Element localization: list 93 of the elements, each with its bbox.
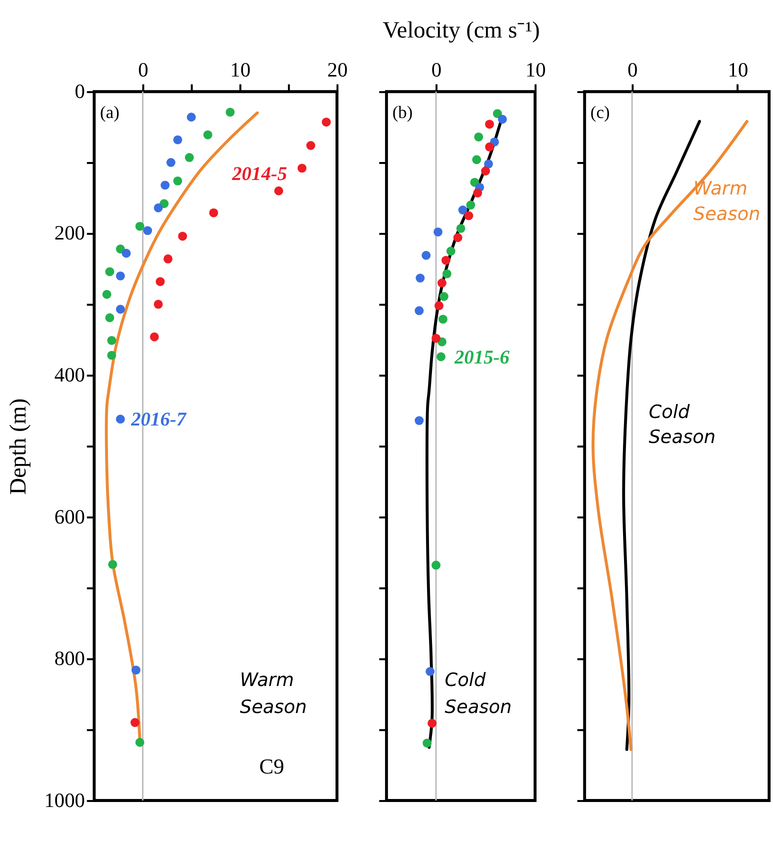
- point: [473, 188, 482, 198]
- point: [173, 176, 182, 186]
- series-label: Cold Season: [648, 402, 716, 448]
- y-tick-label: 200: [54, 222, 85, 245]
- point: [116, 414, 125, 424]
- point: [437, 278, 446, 288]
- point: [441, 256, 450, 265]
- point: [472, 155, 482, 164]
- point: [414, 306, 424, 316]
- point: [154, 300, 163, 309]
- point: [107, 350, 116, 360]
- point: [432, 560, 441, 570]
- point: [456, 224, 466, 233]
- point: [466, 200, 476, 210]
- point: [436, 352, 446, 362]
- point: [203, 130, 212, 140]
- point: [226, 108, 235, 117]
- point: [428, 718, 437, 728]
- annotation: C9: [259, 754, 284, 778]
- x-tick-label: 0: [431, 60, 442, 82]
- series-label: 2015-6: [453, 348, 510, 369]
- point: [434, 228, 442, 236]
- point: [322, 118, 331, 127]
- series-label: 2016-7: [130, 410, 188, 431]
- point: [306, 141, 316, 150]
- point: [135, 222, 144, 231]
- point: [414, 416, 424, 426]
- x-tick-label: 0: [627, 60, 638, 82]
- point: [116, 271, 125, 280]
- point: [464, 211, 474, 220]
- point: [484, 159, 493, 168]
- point: [209, 208, 218, 218]
- point: [164, 254, 172, 264]
- x-axis-title: Velocity (cm s⁻¹): [382, 18, 540, 44]
- point: [492, 109, 502, 118]
- point: [143, 226, 152, 236]
- point: [474, 132, 484, 142]
- point: [160, 180, 170, 190]
- point: [416, 274, 425, 283]
- point: [422, 738, 432, 748]
- y-tick-label: 0: [74, 80, 85, 103]
- point: [173, 135, 182, 144]
- y-axis-title: Depth (m): [6, 398, 32, 495]
- point: [131, 666, 140, 675]
- y-tick-label: 1000: [44, 790, 85, 812]
- point: [166, 158, 176, 167]
- point: [130, 718, 140, 728]
- point: [105, 313, 114, 322]
- x-tick-label: 20: [327, 60, 348, 82]
- point: [453, 233, 462, 242]
- point: [446, 246, 456, 256]
- point: [160, 199, 169, 208]
- y-tick-label: 800: [54, 648, 85, 670]
- y-tick-label: 400: [54, 364, 85, 386]
- point: [186, 112, 196, 122]
- point: [105, 267, 114, 276]
- point: [122, 248, 131, 258]
- point: [150, 332, 159, 342]
- point: [432, 334, 441, 343]
- point: [481, 166, 490, 176]
- x-tick-label: 10: [728, 60, 748, 82]
- annotation: (c): [590, 102, 610, 122]
- point: [298, 164, 306, 173]
- point: [178, 232, 188, 241]
- point: [439, 292, 448, 301]
- point: [108, 560, 118, 569]
- x-tick-label: 10: [525, 60, 546, 82]
- x-tick-label: 10: [230, 60, 251, 82]
- annotation: Cold Season: [444, 670, 512, 718]
- point: [274, 186, 284, 196]
- series-label: Warm Season: [693, 178, 760, 225]
- annotation: (a): [100, 102, 120, 122]
- point: [422, 250, 431, 260]
- point: [438, 314, 448, 324]
- point: [426, 667, 435, 676]
- y-tick-label: 600: [54, 506, 85, 528]
- annotation: (b): [392, 102, 413, 122]
- point: [458, 206, 468, 214]
- point: [135, 738, 144, 747]
- point: [498, 114, 507, 124]
- series-label: 2014-5: [231, 164, 288, 185]
- x-tick-label: 0: [138, 60, 148, 82]
- point: [434, 301, 444, 310]
- point: [442, 269, 452, 278]
- annotation: Warm Season: [240, 670, 307, 718]
- point: [154, 203, 163, 212]
- point: [485, 120, 494, 129]
- point: [102, 290, 112, 299]
- point: [184, 153, 194, 162]
- point: [116, 304, 125, 314]
- point: [156, 277, 165, 286]
- point: [485, 142, 494, 152]
- point: [107, 336, 116, 345]
